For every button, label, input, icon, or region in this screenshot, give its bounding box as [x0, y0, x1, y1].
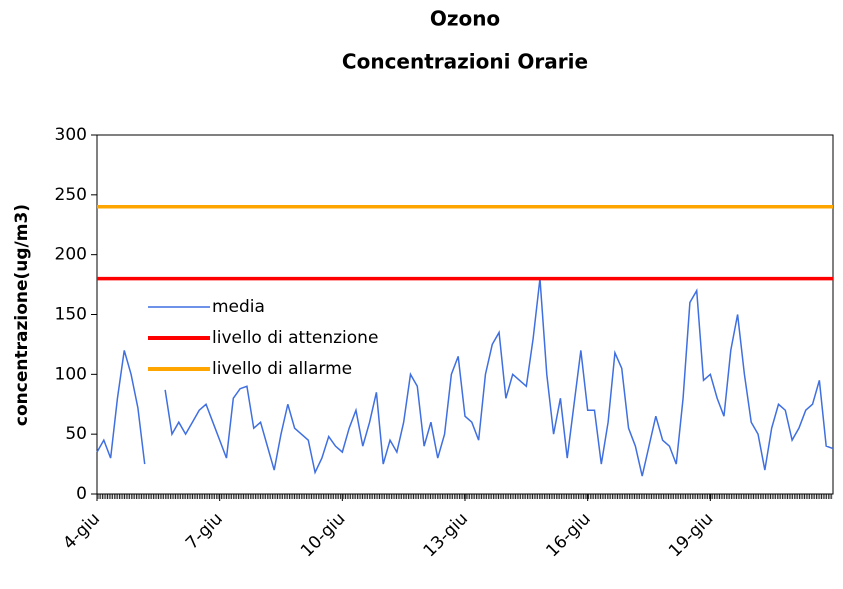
y-tick-label: 150 [55, 305, 87, 325]
x-tick-label: 10-giu [297, 509, 349, 561]
x-tick-label: 7-giu [182, 509, 227, 554]
legend-label: livello di allarme [212, 359, 352, 379]
x-tick-label: 13-giu [420, 509, 472, 561]
y-tick-label: 50 [65, 424, 87, 444]
y-tick-label: 300 [55, 125, 87, 145]
legend-label: livello di attenzione [212, 328, 378, 348]
series-line [96, 278, 834, 477]
chart-title: Ozono [430, 7, 500, 31]
plot-area [96, 134, 834, 495]
legend-label: media [212, 297, 265, 317]
y-tick-label: 100 [55, 364, 87, 384]
y-tick-label: 250 [55, 185, 87, 205]
x-tick-label: 4-giu [59, 509, 104, 554]
y-tick-label: 200 [55, 245, 87, 265]
chart-subtitle: Concentrazioni Orarie [342, 50, 588, 74]
y-tick-label: 0 [76, 484, 87, 504]
x-tick-label: 19-giu [665, 509, 717, 561]
y-axis-label: concentrazione(ug/m3) [12, 204, 32, 426]
x-tick-label: 16-giu [542, 509, 594, 561]
